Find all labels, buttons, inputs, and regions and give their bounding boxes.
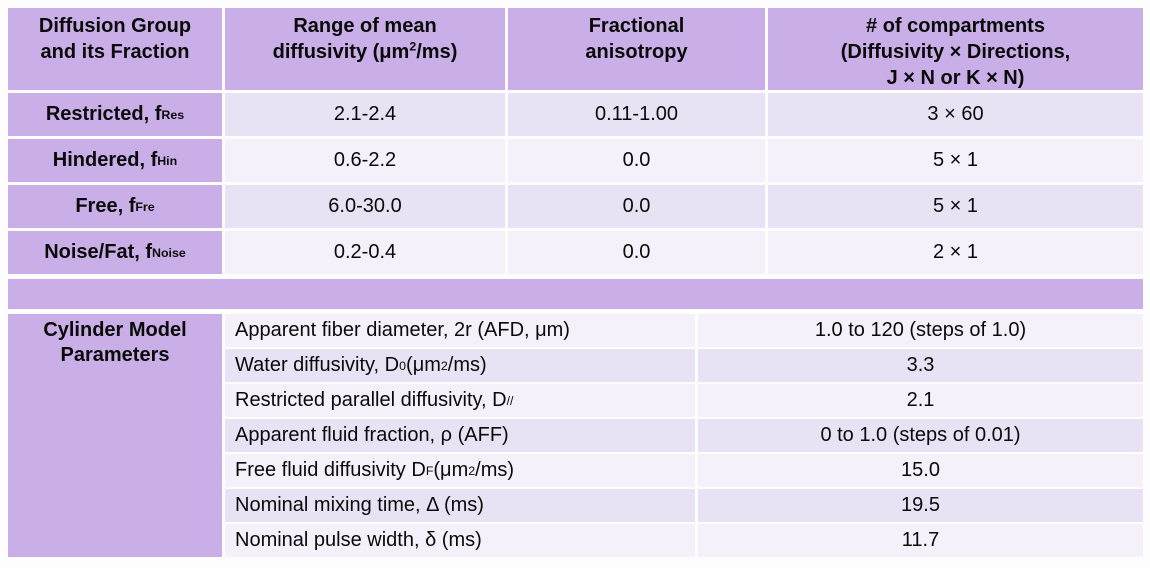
param-value-free-fluid-diffusivity: 15.0 (698, 454, 1143, 487)
cell-restricted-diffusivity: 2.1-2.4 (225, 93, 505, 136)
param-name-fiber-diameter: Apparent fiber diameter, 2r (AFD, μm) (225, 314, 695, 347)
param-value-water-diffusivity: 3.3 (698, 349, 1143, 382)
cell-restricted-fa: 0.11-1.00 (508, 93, 765, 136)
param-value-mixing-time: 19.5 (698, 489, 1143, 522)
cell-restricted-compartments: 3 × 60 (768, 93, 1143, 136)
param-value-fiber-diameter: 1.0 to 120 (steps of 1.0) (698, 314, 1143, 347)
row-header-restricted: Restricted, f Res (8, 93, 222, 136)
cell-free-compartments: 5 × 1 (768, 185, 1143, 228)
cylinder-model-table: Cylinder Model Parameters Apparent fiber… (8, 314, 1143, 557)
cell-hindered-fa: 0.0 (508, 139, 765, 182)
cell-free-diffusivity: 6.0-30.0 (225, 185, 505, 228)
param-value-restricted-parallel: 2.1 (698, 384, 1143, 417)
cell-free-fa: 0.0 (508, 185, 765, 228)
diffusion-parameters-table: Diffusion Group and its Fraction Range of… (8, 8, 1143, 557)
cell-hindered-diffusivity: 0.6-2.2 (225, 139, 505, 182)
row-header-hindered: Hindered, f Hin (8, 139, 222, 182)
cell-noise-fa: 0.0 (508, 231, 765, 274)
param-name-pulse-width: Nominal pulse width, δ (ms) (225, 524, 695, 557)
param-value-fluid-fraction: 0 to 1.0 (steps of 0.01) (698, 419, 1143, 452)
cell-hindered-compartments: 5 × 1 (768, 139, 1143, 182)
column-header-mean-diffusivity: Range of mean diffusivity (μm2/ms) (225, 8, 505, 90)
section-separator-band (8, 279, 1143, 309)
param-name-fluid-fraction: Apparent fluid fraction, ρ (AFF) (225, 419, 695, 452)
param-value-pulse-width: 11.7 (698, 524, 1143, 557)
row-header-noise-fat: Noise/Fat, f Noise (8, 231, 222, 274)
column-header-diffusion-group: Diffusion Group and its Fraction (8, 8, 222, 90)
column-header-fractional-anisotropy: Fractional anisotropy (508, 8, 765, 90)
section-header-cylinder-model: Cylinder Model Parameters (8, 314, 222, 557)
param-name-mixing-time: Nominal mixing time, Δ (ms) (225, 489, 695, 522)
param-name-restricted-parallel: Restricted parallel diffusivity, D// (225, 384, 695, 417)
cell-noise-diffusivity: 0.2-0.4 (225, 231, 505, 274)
diffusion-group-table: Diffusion Group and its Fraction Range of… (8, 8, 1143, 274)
cell-noise-compartments: 2 × 1 (768, 231, 1143, 274)
column-header-compartments: # of compartments (Diffusivity × Directio… (768, 8, 1143, 90)
row-header-free: Free, f Fre (8, 185, 222, 228)
